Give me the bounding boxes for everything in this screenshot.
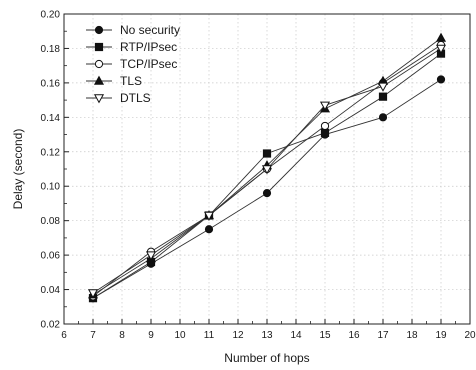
legend: No security RTP/IPsec TCP/IPsec TLS DTLS [86,23,180,105]
x-tick-label: 14 [290,330,302,341]
data-point-tls [435,32,447,42]
data-point-rtp-ipsec [378,92,388,101]
data-point-dtls [203,211,215,221]
data-point-dtls [377,82,389,92]
x-tick-label: 17 [377,330,389,341]
x-tick-label: 6 [61,330,67,341]
x-tick-label: 10 [174,330,186,341]
y-tick-label: 0.20 [41,10,61,21]
x-tick-label: 12 [232,330,244,341]
x-tick-label: 15 [319,330,331,341]
x-tick-label: 11 [204,330,215,341]
y-tick-label: 0.08 [41,216,61,227]
data-point-dtls [435,44,447,54]
axis-ticks: 6 7 8 9 10 11 12 13 14 15 16 17 18 19 20 0.02 0.04 0.06 0.… [41,10,476,342]
y-tick-label: 0.18 [41,44,61,55]
x-axis-title: Number of hops [224,351,309,365]
x-tick-label: 16 [348,330,360,341]
data-point-dtls [87,289,99,299]
data-point-dtls [145,251,157,261]
legend-label-dtls: DTLS [120,91,151,105]
data-point-no-security [204,225,214,234]
legend-label-rtp-ipsec: RTP/IPsec [120,40,177,54]
x-tick-label: 9 [148,330,154,341]
legend-marker-tls [93,75,105,85]
data-point-tcp-ipsec [320,121,330,131]
y-tick-label: 0.14 [41,113,61,124]
legend-marker-tcp-ipsec [94,59,104,69]
legend-label-tcp-ipsec: TCP/IPsec [120,57,177,71]
series-markers [87,32,447,303]
data-point-rtp-ipsec [262,149,272,158]
y-axis-title: Delay (second) [11,129,25,210]
y-tick-label: 0.06 [41,251,61,262]
x-tick-label: 7 [90,330,96,341]
data-point-no-security [436,75,446,84]
legend-marker-no-security [94,25,104,35]
y-tick-label: 0.12 [41,147,61,158]
legend-label-no-security: No security [120,23,180,37]
y-tick-label: 0.04 [41,285,61,296]
legend-label-tls: TLS [120,74,142,88]
data-point-dtls [261,165,273,175]
data-point-no-security [262,189,272,198]
x-tick-label: 13 [261,330,273,341]
data-point-no-security [378,113,388,122]
y-tick-label: 0.10 [41,182,61,193]
legend-marker-dtls [93,94,105,104]
y-tick-label: 0.02 [41,320,61,331]
data-point-rtp-ipsec [320,128,330,137]
y-tick-label: 0.16 [41,78,61,89]
x-tick-label: 18 [406,330,418,341]
x-tick-label: 19 [435,330,447,341]
legend-marker-rtp-ipsec [94,42,104,52]
x-tick-label: 20 [464,330,476,341]
x-tick-label: 8 [119,330,125,341]
data-point-dtls [319,101,331,111]
